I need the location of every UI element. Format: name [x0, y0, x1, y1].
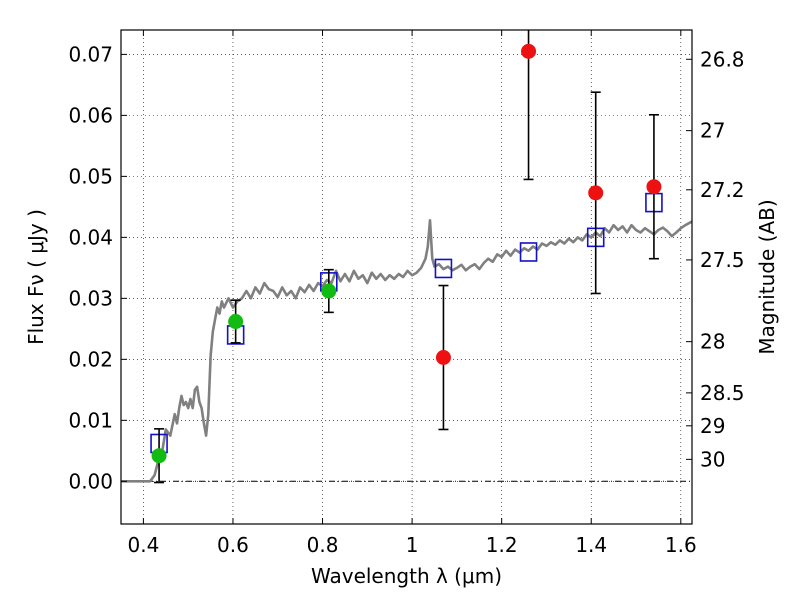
- x-tick-label: 1.2: [486, 533, 518, 557]
- x-tick-label: 0.8: [307, 533, 339, 557]
- right-tick-label: 27.5: [700, 248, 745, 272]
- plot-frame: [120, 29, 693, 525]
- y-tick-label: 0.06: [68, 103, 113, 127]
- y-axis-label: Flux Fν ( μJy ): [24, 209, 48, 345]
- x-tick-label: 1: [406, 533, 419, 557]
- right-tick-label: 27.2: [700, 178, 745, 202]
- model-photometry-box: [519, 242, 538, 262]
- y-tick-label: 0.05: [68, 164, 113, 188]
- x-tick-label: 1.6: [665, 533, 697, 557]
- detection-point: [151, 448, 167, 464]
- plot-area: [121, 30, 692, 484]
- right-tick-label: 28.5: [700, 381, 745, 405]
- right-tick-label: 28: [700, 330, 725, 354]
- right-axis-label: Magnitude (AB): [755, 199, 779, 354]
- y-tick-label: 0.03: [68, 286, 113, 310]
- non-detection-point: [588, 185, 604, 201]
- x-tick-label: 1.4: [575, 533, 607, 557]
- non-detection-point: [435, 350, 451, 366]
- x-axis-label: Wavelength λ (μm): [311, 564, 502, 588]
- axis-ticks: 0.4 0.6 0.8 1 1.2 1.4 1.6 0.00 0.01 0.02 0.03 0.04 0…: [68, 30, 745, 557]
- model-photometry-box: [434, 258, 453, 279]
- y-tick-label: 0.01: [68, 408, 113, 432]
- right-tick-label: 26.8: [700, 47, 745, 71]
- y-tick-label: 0.02: [68, 347, 113, 371]
- right-tick-label: 27: [700, 119, 725, 143]
- y-tick-label: 0.07: [68, 42, 113, 66]
- x-tick-label: 0.4: [127, 533, 159, 557]
- non-detection-point: [646, 179, 662, 195]
- right-tick-label: 30: [700, 447, 725, 471]
- y-tick-label: 0.04: [68, 225, 113, 249]
- detection-point: [321, 283, 337, 299]
- non-detection-point: [521, 43, 537, 59]
- x-tick-label: 0.6: [217, 533, 249, 557]
- right-tick-label: 29: [700, 414, 725, 438]
- y-tick-label: 0.00: [68, 469, 113, 493]
- detection-point: [228, 314, 244, 330]
